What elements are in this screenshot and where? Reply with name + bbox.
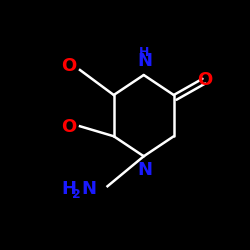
Text: O: O	[198, 71, 212, 89]
Text: 2: 2	[72, 188, 80, 202]
Text: O: O	[61, 118, 76, 136]
Text: N: N	[137, 161, 152, 179]
Text: N: N	[81, 180, 96, 198]
Text: N: N	[137, 52, 152, 70]
Text: O: O	[61, 57, 76, 75]
Text: H: H	[139, 46, 150, 59]
Text: H: H	[61, 180, 76, 198]
